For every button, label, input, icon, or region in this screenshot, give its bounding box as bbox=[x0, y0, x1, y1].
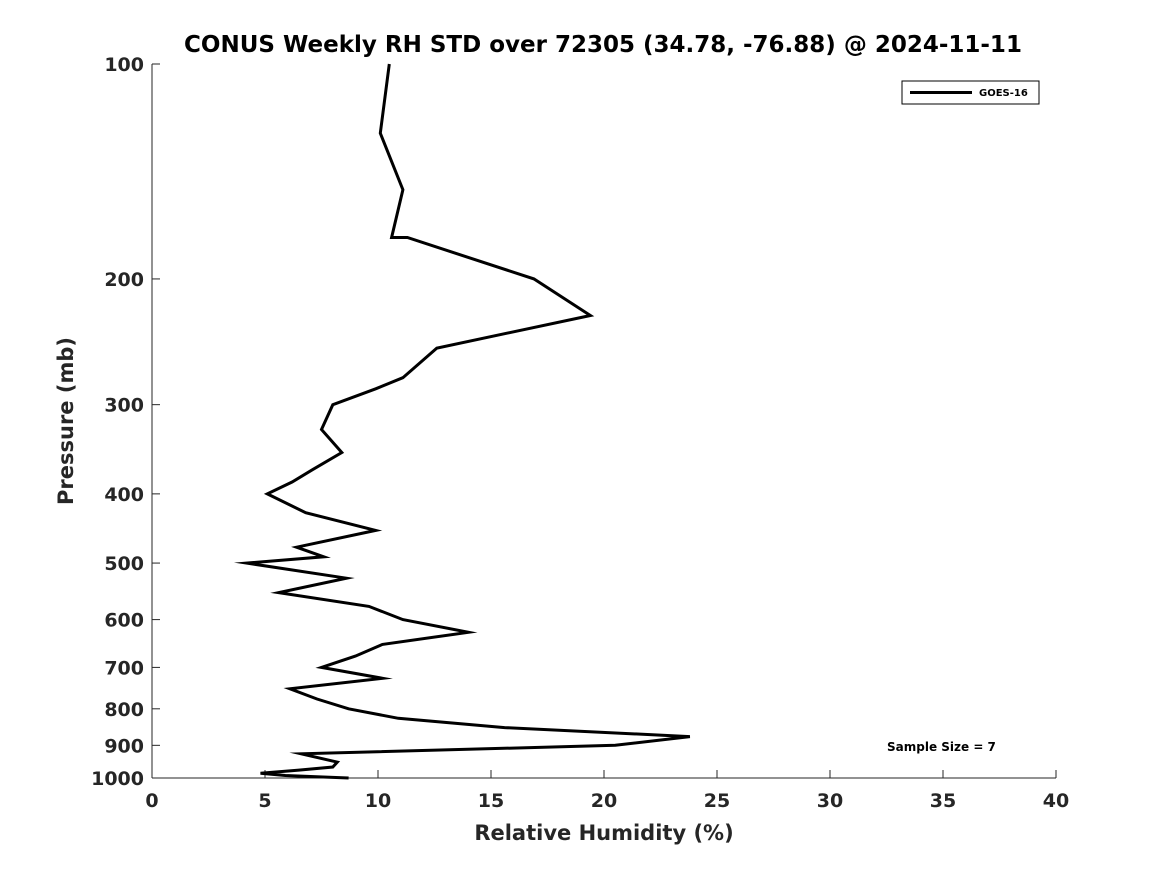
x-tick-label: 10 bbox=[365, 790, 391, 812]
x-tick-label: 35 bbox=[930, 790, 956, 812]
y-tick-label: 200 bbox=[104, 269, 144, 291]
legend: GOES-16 bbox=[901, 80, 1040, 105]
x-tick-label: 40 bbox=[1043, 790, 1069, 812]
y-tick-label: 900 bbox=[104, 735, 144, 757]
y-tick-label: 600 bbox=[104, 610, 144, 632]
x-axis-ticks: 0 5 10 15 20 25 30 35 40 bbox=[145, 770, 1069, 812]
x-tick-label: 5 bbox=[258, 790, 271, 812]
x-axis-label: Relative Humidity (%) bbox=[474, 821, 733, 845]
x-tick-label: 0 bbox=[145, 790, 158, 812]
chart-title: CONUS Weekly RH STD over 72305 (34.78, -… bbox=[184, 32, 1022, 58]
y-tick-label: 800 bbox=[104, 699, 144, 721]
y-tick-label: 300 bbox=[104, 395, 144, 417]
plot-axes bbox=[151, 64, 1056, 779]
legend-label: GOES-16 bbox=[979, 88, 1028, 99]
y-tick-label: 100 bbox=[104, 54, 144, 76]
y-axis-ticks: 100 200 300 400 500 600 700 800 900 1000 bbox=[91, 54, 160, 790]
x-tick-label: 30 bbox=[817, 790, 843, 812]
x-tick-label: 25 bbox=[704, 790, 730, 812]
series-line-goes-16 bbox=[233, 63, 691, 780]
sample-size-annotation: Sample Size = 7 bbox=[887, 740, 996, 754]
y-tick-label: 400 bbox=[104, 484, 144, 506]
x-tick-label: 20 bbox=[591, 790, 617, 812]
y-tick-label: 700 bbox=[104, 657, 144, 679]
series-layer bbox=[233, 63, 691, 780]
y-axis-label: Pressure (mb) bbox=[54, 337, 78, 505]
x-tick-label: 15 bbox=[478, 790, 504, 812]
y-tick-label: 500 bbox=[104, 553, 144, 575]
y-tick-label: 1000 bbox=[91, 768, 144, 790]
